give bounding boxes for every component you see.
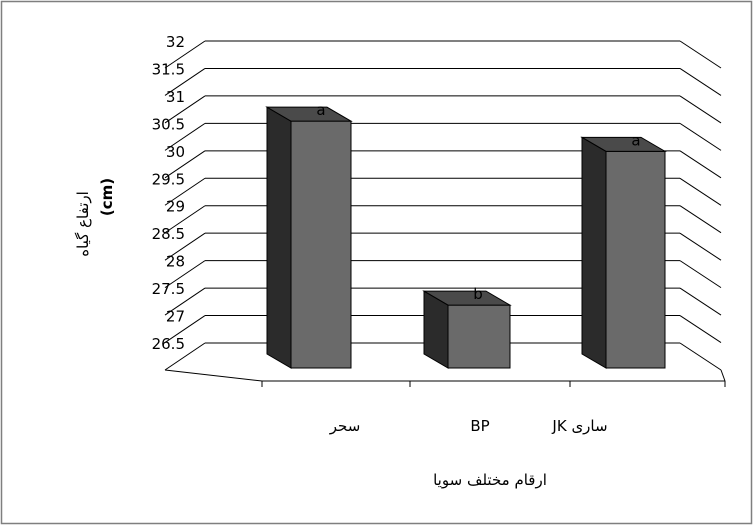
y-tick-label: 31 [166,88,185,106]
gridline-wall [164,122,206,151]
gridline-wall [164,342,206,371]
floor-edge-right [720,369,726,382]
gridline-wall [164,40,206,69]
gridline-side [679,122,722,151]
y-tick-label: 29.5 [152,170,185,188]
bars-layer [265,106,667,369]
gridline-wall [164,150,206,179]
gridline-side [679,95,722,124]
x-axis-label: ارقام مختلف سویا [433,471,547,489]
gridline-wall [164,260,206,289]
bar-top [580,136,667,152]
y-tick-label: 30.5 [152,115,185,133]
bar [580,136,667,369]
gridline-wall [164,315,206,343]
bar-top [422,290,512,306]
gridline-side [679,150,722,179]
y-tick-label: 26.5 [152,335,185,353]
bar [422,290,512,369]
y-axis-unit: (cm) [98,178,116,216]
gridline-side [679,342,722,371]
y-tick-label: 27 [166,308,185,326]
bar-front [447,304,511,369]
bar-front [605,150,666,369]
y-tick-label: 27.5 [152,280,185,298]
gridline-wall [164,287,206,316]
gridline-side [679,232,722,261]
labels-layer: 32 31.5 31 30.5 30 29.5 29 28.5 28 27.5 27 26.5 a سحر… [152,33,641,435]
data-label: a [631,131,640,149]
gridline-wall [164,68,206,96]
y-tick-label: 30 [166,143,185,161]
x-tick-label: سحر [329,417,361,435]
y-tick-label: 31.5 [152,60,185,78]
data-label: b [473,285,483,303]
gridline-wall [164,177,206,206]
gridline-side [679,287,722,316]
gridline-side [679,260,722,289]
x-tick-label: ساری JK [551,417,607,435]
bar-side [266,106,292,369]
gridline-side [679,177,722,206]
floor-edge-left [164,369,263,382]
bar-front [290,120,352,369]
data-label: a [316,101,325,119]
gridline-side [679,68,722,96]
y-axis-label: ارتفاع گیاه [74,191,92,257]
gridline-wall [164,205,206,234]
bar [265,106,353,369]
y-tick-label: 28 [166,253,185,271]
y-tick-label: 29 [166,198,185,216]
bar-side [581,136,607,369]
gridline-wall [164,232,206,261]
x-tick-label: BP [470,417,489,435]
gridline-wall [164,95,206,124]
gridline-side [679,205,722,234]
y-tick-label: 32 [166,33,185,51]
y-tick-label: 28.5 [152,225,185,243]
gridline-side [679,315,722,343]
gridline-side [679,40,722,69]
bar-top [265,106,353,122]
